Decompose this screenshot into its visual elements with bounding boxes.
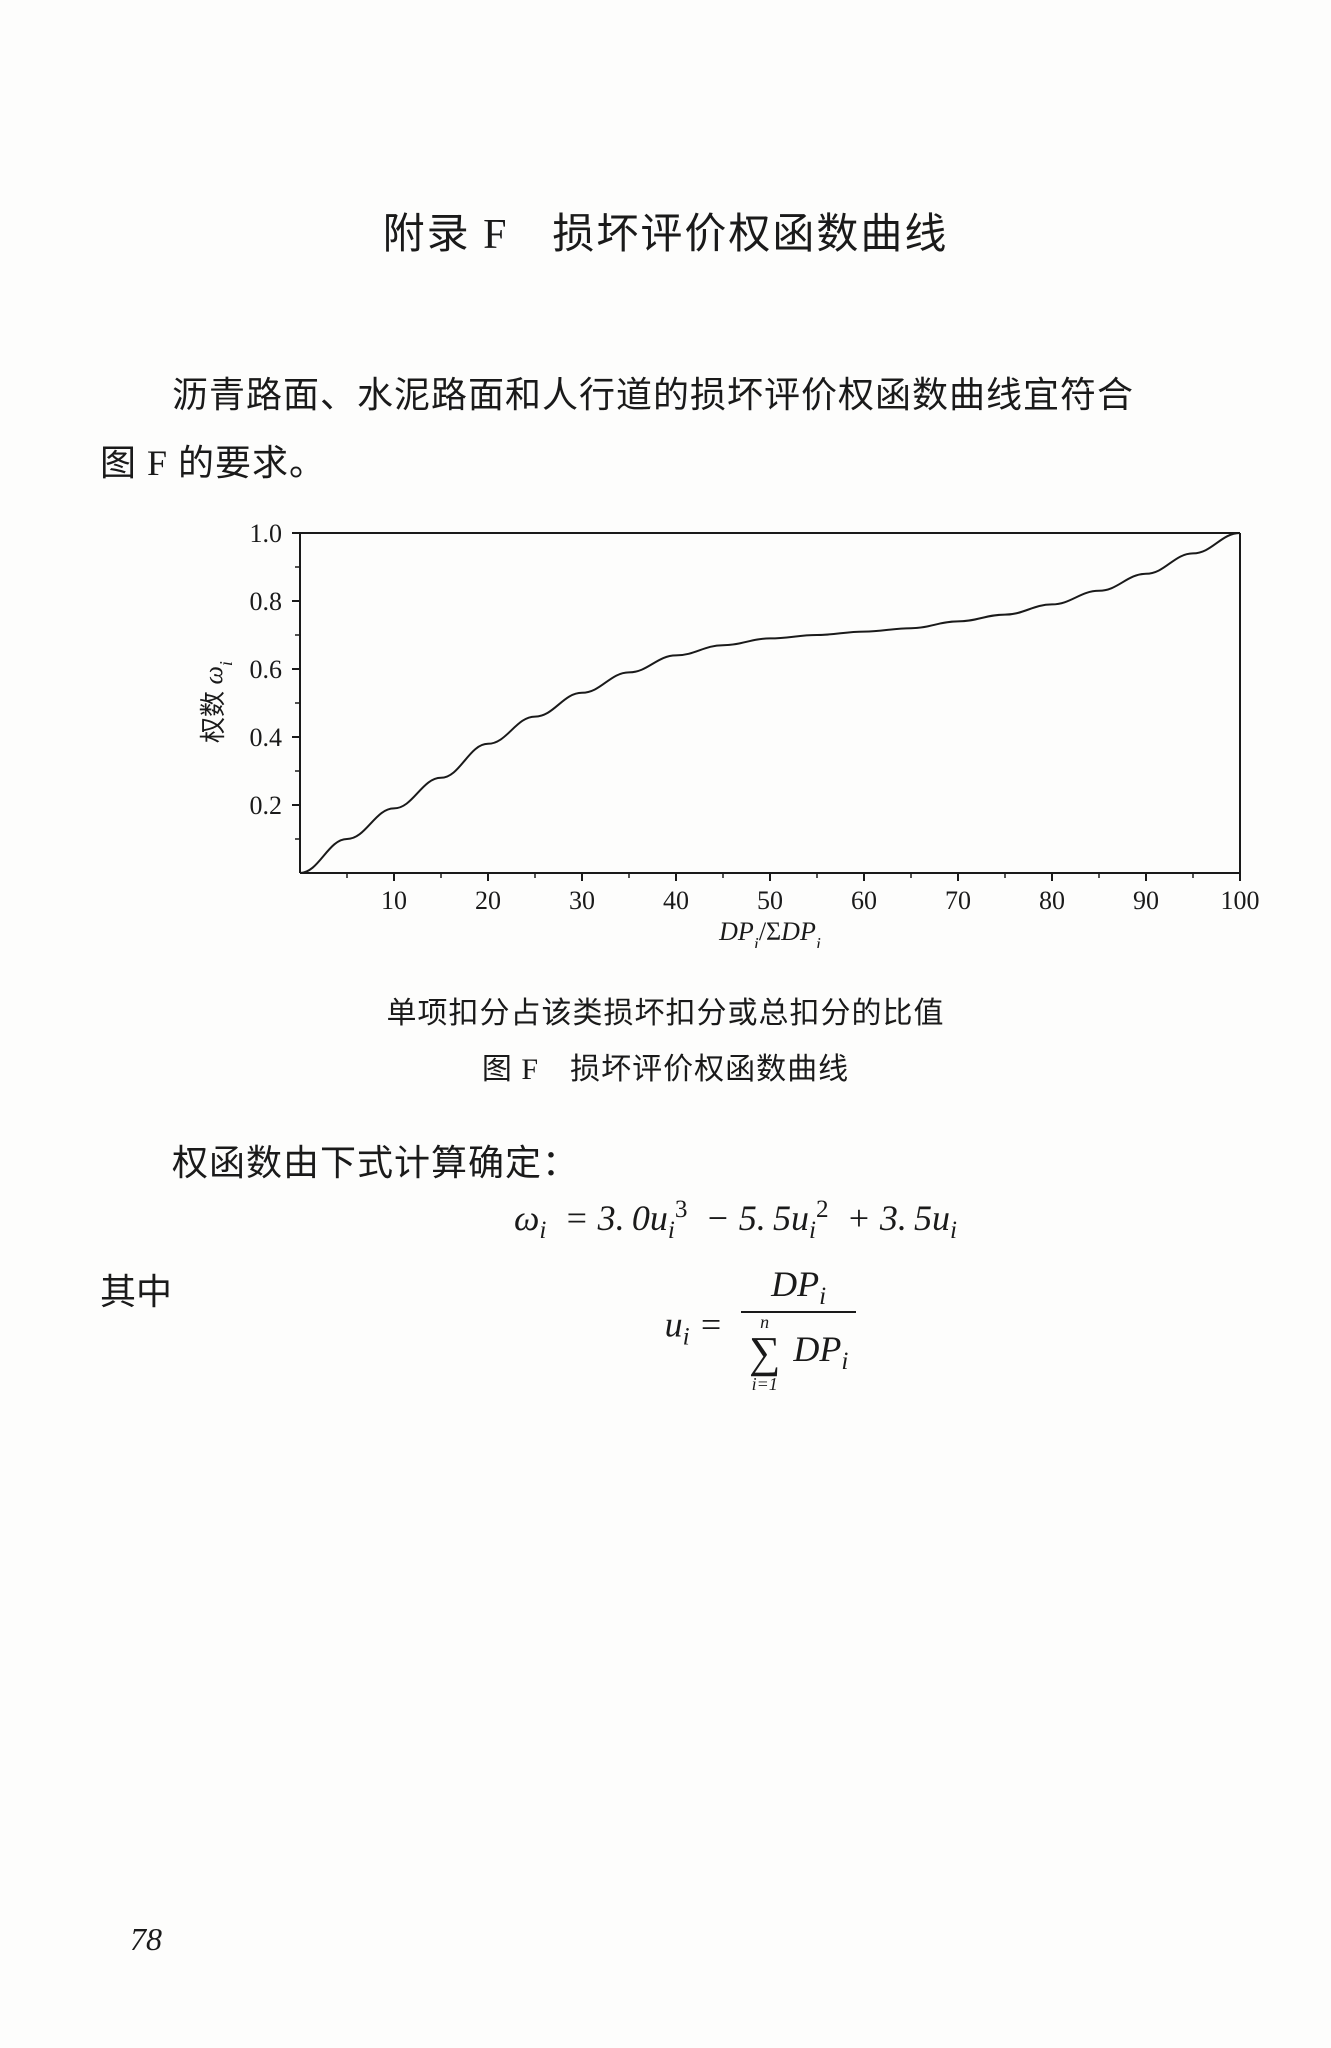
chart-svg: 0.2 0.4 0.6 0.8 1.0 10 20 30 40 50 60 70 80 90 100 权数 ω… xyxy=(190,518,1260,948)
svg-text:80: 80 xyxy=(1039,886,1065,915)
svg-text:70: 70 xyxy=(945,886,971,915)
svg-text:0.8: 0.8 xyxy=(250,587,283,616)
formula-block: ωi = 3. 0ui3 − 5. 5ui2 + 3. 5ui 其中 ui = … xyxy=(100,1196,1231,1393)
svg-text:1.0: 1.0 xyxy=(250,519,283,548)
svg-text:40: 40 xyxy=(663,886,689,915)
page-title: 附录 F 损坏评价权函数曲线 xyxy=(100,200,1231,261)
chart-caption-1: 单项扣分占该类损坏扣分或总扣分的比值 xyxy=(100,988,1231,1032)
intro-line-2: 图 F 的要求。 xyxy=(100,429,1231,497)
svg-text:100: 100 xyxy=(1221,886,1260,915)
svg-text:权数 ωi: 权数 ωi xyxy=(199,661,236,743)
svg-text:50: 50 xyxy=(757,886,783,915)
calc-intro: 权函数由下式计算确定： xyxy=(100,1134,1231,1186)
svg-text:0.6: 0.6 xyxy=(250,655,283,684)
svg-text:0.4: 0.4 xyxy=(250,723,283,752)
page-number: 78 xyxy=(130,1921,162,1958)
intro-line-1: 沥青路面、水泥路面和人行道的损坏评价权函数曲线宜符合 xyxy=(100,361,1231,429)
svg-text:30: 30 xyxy=(569,886,595,915)
svg-text:10: 10 xyxy=(381,886,407,915)
formula-omega: ωi = 3. 0ui3 − 5. 5ui2 + 3. 5ui xyxy=(240,1196,1231,1245)
svg-text:0.2: 0.2 xyxy=(250,791,283,820)
where-row: 其中 ui = DPi n ∑ i=1 DPi xyxy=(100,1263,1231,1393)
where-label: 其中 xyxy=(100,1263,250,1315)
chart-caption-2: 图 F 损坏评价权函数曲线 xyxy=(100,1044,1231,1088)
svg-text:DPi/ΣDPi: DPi/ΣDPi xyxy=(718,917,821,948)
svg-text:20: 20 xyxy=(475,886,501,915)
formula-u: ui = DPi n ∑ i=1 DPi xyxy=(290,1263,1231,1393)
svg-text:90: 90 xyxy=(1133,886,1159,915)
svg-text:60: 60 xyxy=(851,886,877,915)
weight-function-chart: 0.2 0.4 0.6 0.8 1.0 10 20 30 40 50 60 70 80 90 100 权数 ω… xyxy=(190,518,1260,948)
page: 附录 F 损坏评价权函数曲线 沥青路面、水泥路面和人行道的损坏评价权函数曲线宜符… xyxy=(0,0,1331,2048)
